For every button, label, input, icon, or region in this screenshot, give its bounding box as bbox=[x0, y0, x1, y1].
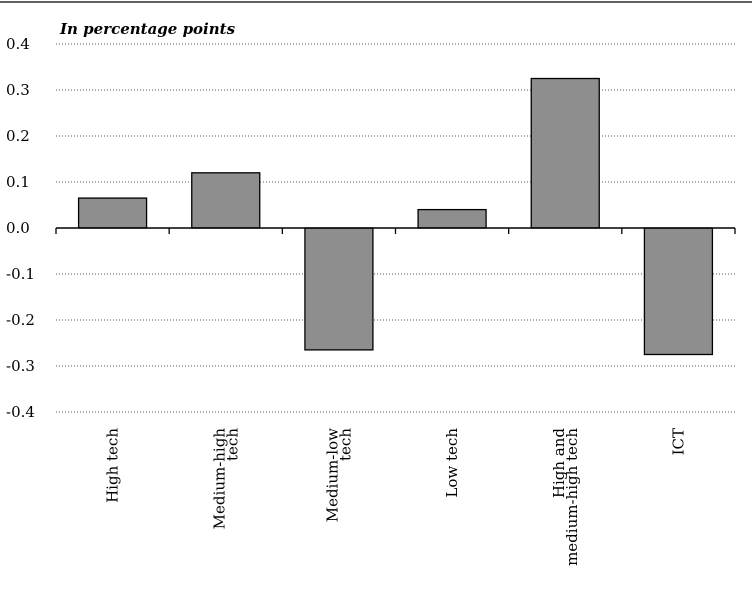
category-label: Low tech bbox=[443, 428, 461, 498]
y-tick-label: 0.2 bbox=[6, 127, 30, 145]
category-label: ICT bbox=[669, 428, 687, 455]
chart-subtitle: In percentage points bbox=[59, 20, 236, 38]
y-tick-label: -0.2 bbox=[6, 311, 35, 329]
y-tick-label: -0.3 bbox=[6, 357, 35, 375]
bars bbox=[77, 77, 714, 356]
y-tick-label: 0.3 bbox=[6, 81, 30, 99]
category-label: Medium-high bbox=[210, 428, 228, 530]
y-tick-label: 0.1 bbox=[6, 173, 30, 191]
y-axis-ticks: 0.4 0.3 0.2 0.1 0.0 -0.1 -0.2 -0.3 -0.4 bbox=[6, 35, 35, 421]
category-label: Medium-low bbox=[323, 428, 341, 522]
category-label: High and bbox=[550, 428, 568, 499]
bar bbox=[191, 172, 261, 229]
bar bbox=[643, 227, 714, 356]
bar bbox=[304, 227, 374, 351]
bar bbox=[530, 77, 600, 229]
y-tick-label: -0.4 bbox=[6, 403, 35, 421]
category-label: tech bbox=[223, 428, 241, 461]
bar bbox=[77, 197, 148, 229]
category-label: medium-high tech bbox=[563, 428, 581, 566]
y-tick-label: 0.4 bbox=[6, 35, 30, 53]
category-label: High tech bbox=[104, 428, 122, 503]
gridlines bbox=[56, 43, 735, 413]
bar bbox=[417, 208, 487, 229]
category-label: tech bbox=[336, 428, 354, 461]
y-tick-label: 0.0 bbox=[6, 219, 30, 237]
y-tick-label: -0.1 bbox=[6, 265, 35, 283]
x-axis bbox=[55, 227, 736, 234]
